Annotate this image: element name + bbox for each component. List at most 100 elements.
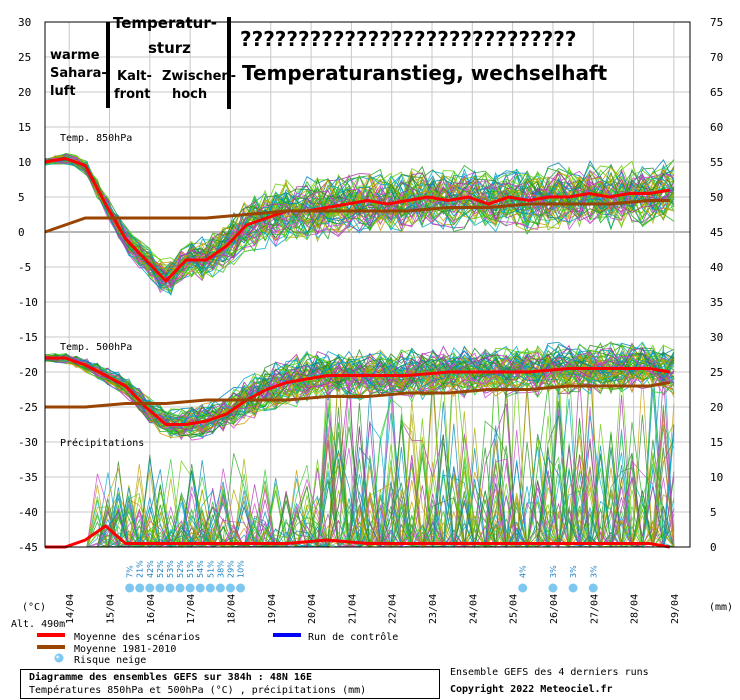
x-tick-label: 23/04 [428, 594, 439, 624]
right-tick-label: 10 [710, 471, 723, 484]
right-tick-label: 30 [710, 331, 723, 344]
x-tick-label: 14/04 [65, 594, 76, 624]
snow-risk-label: 52% [156, 560, 165, 578]
annotation-kalt: Kalt- [117, 69, 152, 84]
snow-risk-label: 52% [176, 560, 185, 578]
right-tick-label: 55 [710, 156, 723, 169]
snow-risk-icon [236, 583, 246, 593]
right-tick-label: 5 [710, 506, 717, 519]
x-tick-label: 22/04 [388, 594, 399, 624]
snow-risk-icon [155, 583, 165, 593]
series-line [44, 199, 670, 234]
plot-frame [44, 21, 691, 548]
left-tick-label: -10 [18, 296, 38, 309]
right-tick-label: 15 [710, 436, 723, 449]
member-line-precip [45, 424, 675, 548]
snow-risk-label: 10% [237, 560, 246, 578]
x-tick-label: 24/04 [468, 594, 479, 624]
snow-risk-icon [195, 583, 205, 593]
snow-risk-icon [125, 583, 135, 593]
legend-climate-label: Moyenne 1981-2010 [74, 644, 176, 655]
snow-risk-label: 29% [226, 560, 235, 578]
legend: Moyenne des scénarios Moyenne 1981-2010 … [37, 631, 398, 666]
snow-risk-icon [175, 583, 185, 593]
snow-risk-icon [215, 583, 225, 593]
ensemble-members [44, 153, 675, 549]
series-line [45, 524, 671, 549]
left-tick-label: 0 [18, 226, 25, 239]
member-line-500 [44, 351, 675, 432]
member-line-500 [44, 347, 675, 431]
right-tick-label: 50 [710, 191, 723, 204]
snow-risk-icon [135, 583, 145, 593]
snow-risk-label: 3% [569, 565, 578, 578]
series-line [45, 381, 671, 409]
x-tick-label: 17/04 [186, 594, 197, 624]
right-tick-label: 60 [710, 121, 723, 134]
annotation-sahara: Sahara- [50, 66, 107, 81]
member-line-precip [45, 362, 675, 549]
snow-risk-icon [145, 583, 155, 593]
x-tick-label: 20/04 [307, 594, 318, 624]
mean-lines [44, 156, 671, 549]
legend-mean-label: Moyenne des scénarios [74, 631, 200, 643]
legend-control-swatch [273, 633, 301, 637]
x-tick-label: 28/04 [630, 594, 641, 624]
member-line-850 [44, 155, 675, 275]
snow-risk-icon [185, 583, 195, 593]
right-tick-label: 20 [710, 401, 723, 414]
legend-snow-icon: * [54, 653, 64, 665]
annotation-sturz: sturz [148, 39, 191, 57]
x-tick-label: 26/04 [549, 594, 560, 624]
snow-risk-label: 38% [216, 560, 225, 578]
svg-text:*: * [55, 655, 60, 665]
right-tick-label: 65 [710, 86, 723, 99]
x-tick-label: 15/04 [106, 594, 117, 624]
left-tick-label: 15 [18, 121, 31, 134]
series-line [45, 356, 671, 426]
right-tick-label: 0 [710, 541, 717, 554]
left-tick-label: -40 [18, 506, 38, 519]
member-line-850 [44, 161, 675, 279]
left-tick-label: 5 [18, 191, 25, 204]
annotation-warme: warme [50, 48, 100, 63]
member-line-500 [44, 341, 675, 420]
snow-risk-icon [165, 583, 175, 593]
left-tick-label: 20 [18, 86, 31, 99]
right-tick-label: 40 [710, 261, 723, 274]
annotation-luft: luft [50, 84, 76, 99]
annotation-zwischen: Zwischen- [162, 69, 236, 84]
right-tick-label: 75 [710, 16, 723, 29]
annotation-divider-2 [227, 17, 231, 109]
snow-risk-label: 3% [549, 565, 558, 578]
snow-risk-icon [518, 583, 528, 593]
snow-risk-icon [568, 583, 578, 593]
panel-label-t500: Temp. 500hPa [60, 342, 132, 353]
right-tick-label: 45 [710, 226, 723, 239]
legend-control-label: Run de contrôle [308, 631, 398, 643]
right-tick-label: 70 [710, 51, 723, 64]
annotation-temperatur: Temperatur- [113, 14, 217, 32]
annotation-divider-1 [106, 22, 110, 108]
left-tick-label: 25 [18, 51, 31, 64]
altitude-label: Alt. 490m [11, 619, 65, 630]
annotation-front: front [114, 87, 150, 102]
snow-risk-label: 3% [589, 565, 598, 578]
snow-risk-label: 7% [126, 565, 135, 578]
left-tick-label: -15 [18, 331, 38, 344]
footer-runs: Ensemble GEFS des 4 derniers runs [450, 667, 649, 678]
right-tick-label: 35 [710, 296, 723, 309]
snow-risk-icon [205, 583, 215, 593]
x-tick-label: 16/04 [146, 594, 157, 624]
left-tick-label: -45 [18, 541, 38, 554]
footer-title: Diagramme des ensembles GEFS sur 384h : … [29, 672, 312, 683]
snow-risk-icon [548, 583, 558, 593]
snow-risk-label: 21% [136, 560, 145, 578]
snow-risk-label: 42% [146, 560, 155, 578]
snow-risk-label: 4% [519, 565, 528, 578]
left-tick-label: -5 [18, 261, 31, 274]
left-tick-label: -20 [18, 366, 38, 379]
left-tick-label: -35 [18, 471, 38, 484]
